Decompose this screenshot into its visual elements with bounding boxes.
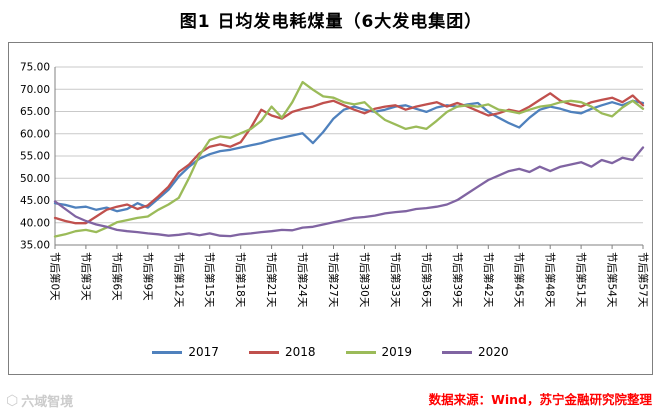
svg-text:节后第6天: 节后第6天 — [110, 252, 123, 301]
svg-text:节后第27天: 节后第27天 — [327, 252, 340, 308]
series-line-2018 — [53, 92, 645, 225]
svg-text:70.00: 70.00 — [20, 84, 50, 96]
svg-text:节后第9天: 节后第9天 — [141, 252, 154, 301]
chart-title: 图1 日均发电耗煤量（6大发电集团） — [179, 12, 483, 32]
watermark-text: 六域智境 — [21, 395, 74, 410]
x-axis-ticks — [54, 245, 644, 249]
legend-label-2019: 2019 — [381, 345, 413, 359]
svg-text:节后第57天: 节后第57天 — [637, 252, 650, 308]
watermark-logo: ⬡ 六域智境 — [6, 391, 74, 411]
legend-label-2020: 2020 — [478, 345, 509, 359]
svg-text:节后第33天: 节后第33天 — [389, 252, 402, 308]
svg-text:节后第51天: 节后第51天 — [575, 252, 588, 308]
legend-item-2017: 2017 — [152, 345, 219, 359]
svg-text:节后第54天: 节后第54天 — [606, 252, 619, 308]
chart-legend: 2017 2018 2019 2020 — [9, 345, 652, 359]
legend-item-2018: 2018 — [248, 345, 316, 359]
svg-text:节后第0天: 节后第0天 — [49, 252, 62, 301]
series-line-2020 — [53, 146, 645, 238]
legend-label-2017: 2017 — [188, 345, 219, 359]
legend-swatch-2020 — [442, 350, 473, 354]
series-line-2019 — [53, 80, 645, 238]
svg-text:节后第18天: 节后第18天 — [234, 252, 247, 308]
chart-canvas: 35.00 40.00 45.00 50.00 55.00 60.00 65.00 70.00… — [20, 62, 650, 308]
svg-text:65.00: 65.00 — [20, 106, 50, 118]
svg-text:节后第21天: 节后第21天 — [265, 252, 278, 308]
svg-text:35.00: 35.00 — [20, 240, 50, 252]
chart-frame: 35.00 40.00 45.00 50.00 55.00 60.00 65.00 70.00… — [8, 42, 653, 375]
x-axis-labels: 节后第0天 节后第3天 节后第6天 节后第9天 节后第12天 节后第15天 节后第18天 节后… — [49, 252, 650, 308]
svg-text:节后第24天: 节后第24天 — [296, 252, 309, 308]
svg-text:节后第36天: 节后第36天 — [420, 252, 433, 308]
legend-swatch-2017 — [152, 350, 183, 354]
svg-text:节后第48天: 节后第48天 — [544, 252, 557, 308]
svg-text:节后第42天: 节后第42天 — [482, 252, 495, 308]
legend-swatch-2019 — [345, 350, 376, 354]
hexagon-logo-icon: ⬡ — [6, 392, 19, 409]
svg-text:75.00: 75.00 — [20, 62, 50, 74]
svg-text:60.00: 60.00 — [20, 128, 50, 140]
svg-text:50.00: 50.00 — [20, 173, 50, 185]
legend-label-2018: 2018 — [284, 345, 316, 359]
svg-text:40.00: 40.00 — [20, 217, 50, 229]
svg-text:节后第45天: 节后第45天 — [513, 252, 526, 308]
legend-item-2019: 2019 — [345, 345, 413, 359]
svg-text:节后第30天: 节后第30天 — [358, 252, 371, 308]
svg-text:55.00: 55.00 — [20, 151, 50, 163]
svg-text:节后第15天: 节后第15天 — [203, 252, 216, 308]
legend-item-2020: 2020 — [442, 345, 509, 359]
data-source-note: 数据来源：Wind，苏宁金融研究院整理 — [428, 392, 652, 407]
y-axis-labels: 35.00 40.00 45.00 50.00 55.00 60.00 65.00 70.00… — [20, 62, 50, 252]
svg-text:节后第39天: 节后第39天 — [451, 252, 464, 308]
svg-text:45.00: 45.00 — [20, 195, 50, 207]
svg-text:节后第12天: 节后第12天 — [172, 252, 185, 308]
svg-text:节后第3天: 节后第3天 — [79, 252, 92, 301]
legend-swatch-2018 — [248, 350, 279, 354]
